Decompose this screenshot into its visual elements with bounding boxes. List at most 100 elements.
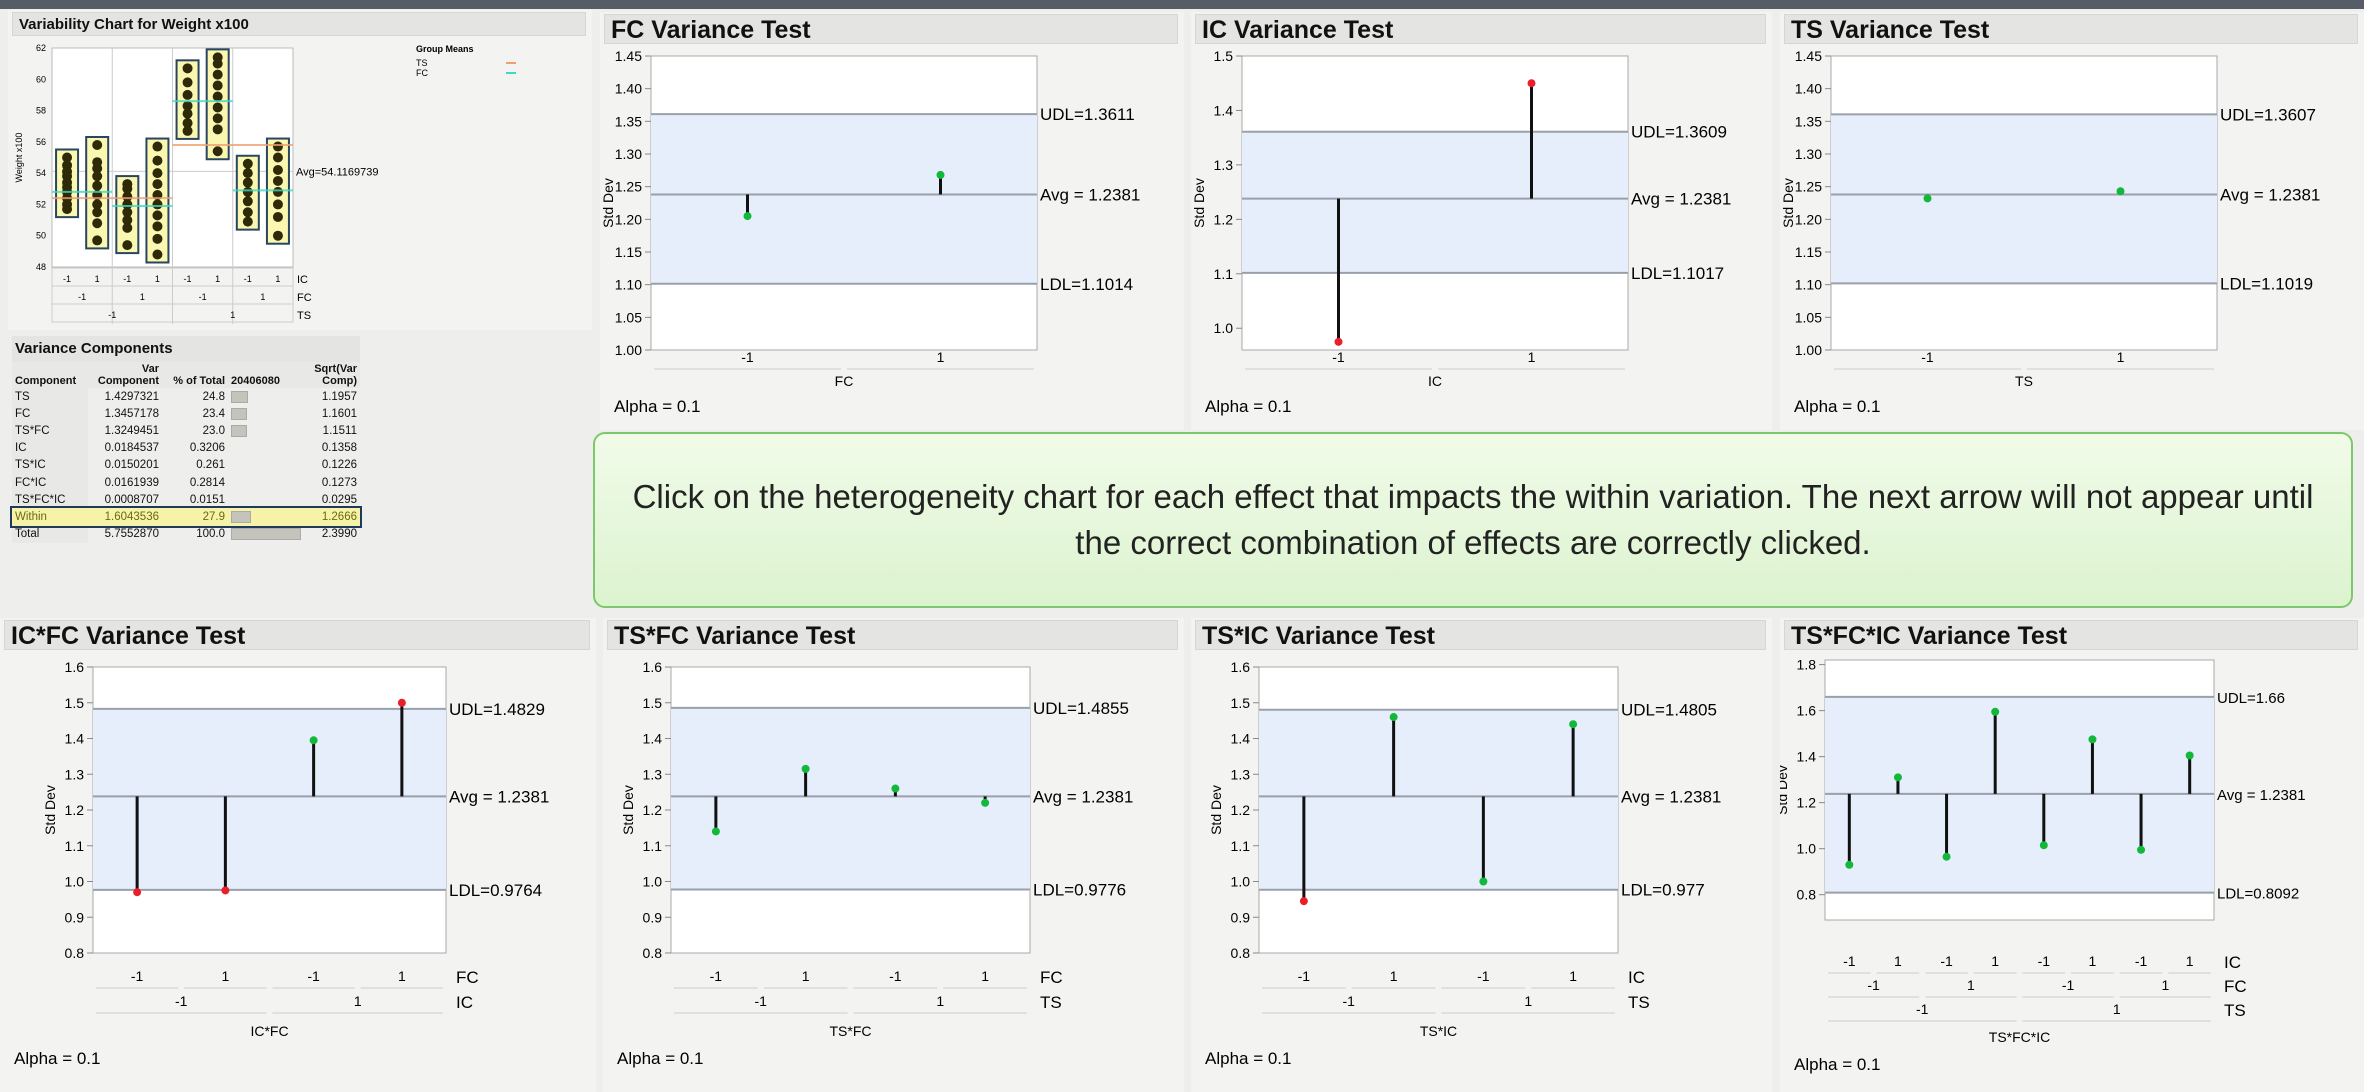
y-tick-label: 1.25 [615,179,642,195]
instruction-message: Click on the heterogeneity chart for eac… [593,432,2353,608]
y-tick-label: 1.30 [615,146,642,162]
decision-band [651,114,1037,284]
data-point [152,168,163,179]
ts-fc-variance-test-panel[interactable]: TS*FC Variance Test UDL=1.4855 Avg = 1.238… [603,618,1184,1092]
udl-label: UDL=1.66 [2217,690,2285,707]
level-label: -1 [123,274,131,284]
ic-variance-test-panel[interactable]: IC Variance Test UDL=1.3609 Avg = 1.2381 LD… [1191,12,1772,430]
variance-row: Within 1.6043536 27.9 1.2666 [10,506,362,528]
variance-chart-svg: UDL=1.66 Avg = 1.2381 LDL=0.8092 0.8 1.0 1.2 1… [1780,657,2306,1074]
pct-bar [231,407,248,420]
pct-total: 27.9 [162,508,228,526]
y-tick-label: 1.1 [1214,266,1234,282]
data-point [272,141,283,152]
udl-label: UDL=1.3611 [1040,105,1135,124]
data-point [182,118,193,129]
pct-total: 0.0151 [189,493,225,506]
level-label: -1 [131,968,144,984]
y-tick-label: 1.0 [65,874,85,890]
y-tick-label: 1.5 [65,695,85,711]
std-dev-point [936,170,945,179]
data-point [272,230,283,241]
pct-bar-cell [228,491,304,508]
y-tick-label: 1.3 [65,766,85,782]
std-dev-point [1389,713,1398,722]
level-label: -1 [78,292,86,302]
alpha-label: Alpha = 0.1 [1205,397,1292,416]
pct-bar [231,390,249,403]
data-point [212,124,223,135]
std-dev-point [397,698,406,707]
var-component: 1.3249451 [104,424,159,437]
data-point [92,139,103,150]
x-axis-label: IC [1428,373,1442,389]
y-tick-label: 54 [36,168,46,178]
variability-chart-panel: Variability Chart for Weight x100 48 50 52… [8,10,592,330]
data-point [272,211,283,222]
y-tick-label: 1.1 [643,838,663,854]
level-label: 1 [2117,349,2125,365]
y-tick-label: 1.5 [643,695,663,711]
avg-label: Avg = 1.2381 [2217,787,2306,804]
avg-label: Avg = 1.2381 [449,787,549,806]
var-component: 0.0161939 [104,476,159,489]
ic-fc-variance-test-panel[interactable]: IC*FC Variance Test UDL=1.4829 Avg = 1.238… [0,618,596,1092]
ts-fc-ic-variance-test-panel[interactable]: TS*FC*IC Variance Test UDL=1.66 Avg = 1.23… [1780,618,2364,1092]
component-name: TS [12,388,88,406]
panel-title: TS Variance Test [1784,14,2358,44]
variance-row: TS*IC 0.0150201 0.261 0.1226 [12,456,360,474]
panel-title: IC Variance Test [1195,14,1766,44]
y-axis-label: Std Dev [1780,765,1790,815]
ts-ic-variance-test-panel[interactable]: TS*IC Variance Test UDL=1.4805 Avg = 1.238… [1191,618,1772,1092]
decision-band [671,707,1030,890]
std-dev-point [221,886,230,895]
data-point [152,221,163,232]
level-label: 1 [260,292,265,302]
data-point [272,199,283,210]
y-tick-label: 1.6 [65,659,85,675]
panel-title: TS*FC Variance Test [607,620,1178,650]
alpha-label: Alpha = 0.1 [14,1049,101,1068]
variability-chart-title: Variability Chart for Weight x100 [12,12,586,36]
level-label: -1 [199,292,207,302]
y-tick-label: 62 [36,43,46,53]
data-point [152,210,163,221]
udl-label: UDL=1.3607 [2220,105,2316,124]
level-label: 1 [1967,977,1975,993]
variance-chart-svg: UDL=1.3607 Avg = 1.2381 LDL=1.1019 1.00 1.05… [1780,48,2320,416]
y-axis-label: Std Dev [1780,178,1796,228]
y-tick-label: 56 [36,137,46,147]
data-point [152,199,163,210]
y-tick-label: 1.4 [1231,731,1251,747]
y-tick-label: 1.45 [615,48,642,64]
level-label: -1 [1940,953,1953,969]
panel-title: FC Variance Test [604,14,1178,44]
y-tick-label: 1.0 [1797,841,1817,857]
std-dev-point [1299,897,1308,906]
pct-bar-cell [228,440,304,457]
y-tick-label: 0.8 [65,945,85,961]
pct-total: 23.0 [202,424,225,437]
level-label: 1 [2113,1001,2121,1017]
sqrt-var-comp: 1.1511 [322,424,357,437]
y-axis-label: Std Dev [1208,785,1224,835]
sqrt-var-comp: 1.2666 [304,508,360,526]
y-tick-label: 1.4 [643,731,663,747]
level-name: TS [2224,1001,2246,1020]
ts-variance-test-panel[interactable]: TS Variance Test UDL=1.3607 Avg = 1.2381 LD… [1780,12,2364,430]
legend-item: TS [416,58,428,68]
var-component: 0.0150201 [104,459,159,472]
level-label: 1 [221,968,229,984]
y-tick-label: 1.10 [615,277,642,293]
var-component: 1.6043536 [88,508,162,526]
variance-chart-svg: UDL=1.4855 Avg = 1.2381 LDL=0.9776 0.8 0.9 1.… [617,659,1133,1068]
component-name: FC*IC [12,473,88,492]
level-label: -1 [1867,977,1880,993]
y-tick-label: 1.6 [643,659,663,675]
alpha-label: Alpha = 0.1 [617,1049,704,1068]
y-tick-label: 1.40 [1795,81,1822,97]
component-name: FC [12,405,88,423]
level-name: FC [297,292,312,304]
fc-variance-test-panel[interactable]: FC Variance Test UDL=1.3611 Avg = 1.2381 LD… [600,12,1184,430]
data-point [122,240,133,251]
